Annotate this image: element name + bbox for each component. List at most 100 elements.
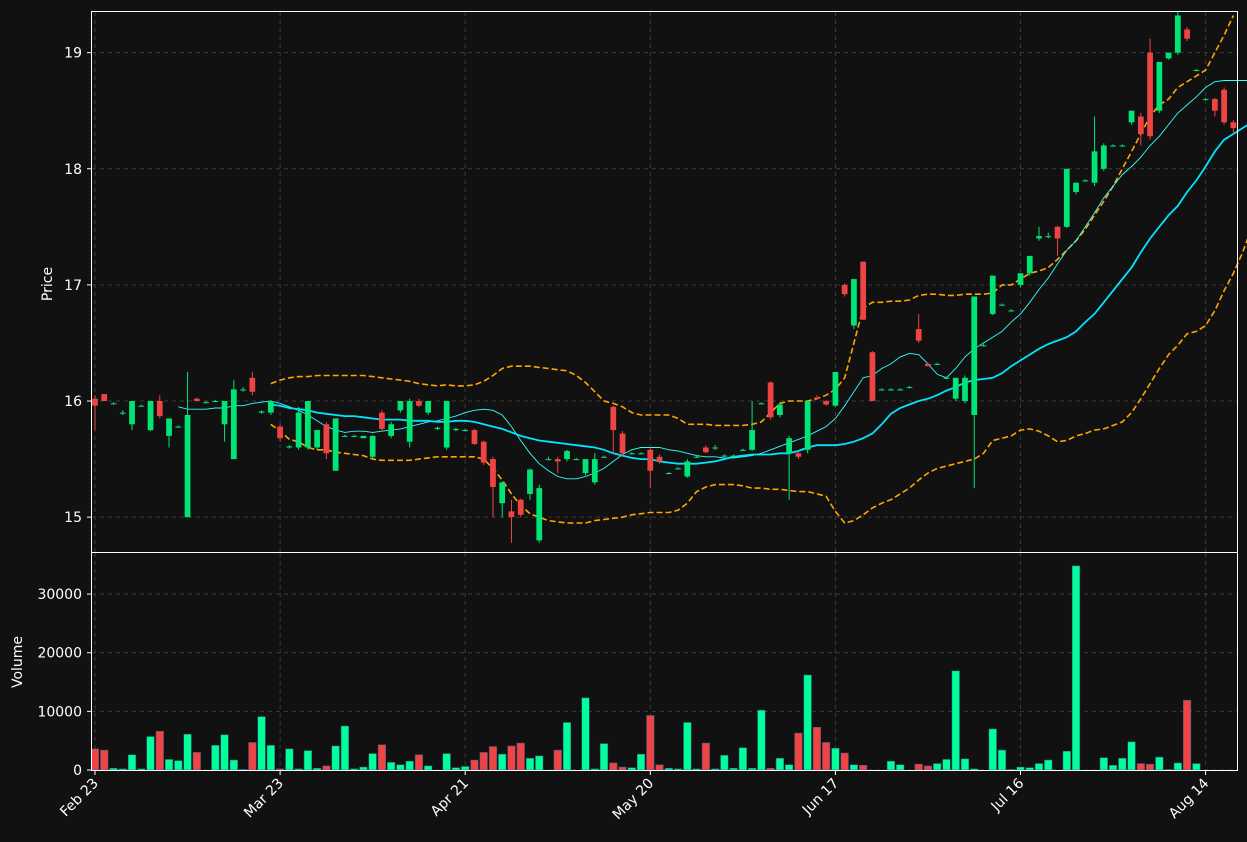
candlestick [814,395,820,400]
candlestick [971,296,978,489]
volume-bar [340,725,349,771]
volume-tick-label: 30000 [37,587,82,603]
volume-bar [396,764,405,771]
candle-body [906,387,913,389]
candlestick [314,430,320,450]
candlestick [462,428,469,432]
volume-bar [507,745,516,771]
volume-bar [1044,759,1053,771]
candle-body [943,377,950,379]
volume-bar [831,748,840,771]
volume-bar [674,768,683,771]
candlestick [823,399,830,406]
volume-bar [581,697,590,771]
candlestick [1184,27,1190,42]
candlestick [647,447,654,489]
volume-bar [1146,763,1155,771]
candle-body [1211,99,1218,111]
volume-bar [498,753,507,771]
candle-body [212,401,219,403]
candle-body [1054,226,1061,239]
candle-body [665,473,672,475]
volume-bar [1034,763,1044,771]
candle-body [517,499,524,515]
candle-body [1045,236,1052,238]
volume-bar [164,759,174,771]
candlestick [1045,232,1052,239]
candlestick [166,418,172,448]
candle-body [1110,145,1116,147]
candle-body [258,411,265,413]
candle-body [462,430,469,432]
candle-body [434,427,441,429]
volume-bar [1007,769,1016,771]
candle-body [249,377,256,392]
candle-body [925,363,931,367]
volume-bar [90,748,100,771]
volume-bar [748,767,757,771]
candlestick [638,452,644,455]
candlestick [888,388,894,391]
volume-bar [1109,765,1118,771]
candle-body [878,389,885,391]
candle-body [471,430,478,444]
candle-body [1073,182,1079,192]
volume-axis-label: Volume [10,636,26,688]
candle-body [656,456,663,462]
volume-bar [442,753,451,771]
candlestick [1036,226,1042,241]
candle-body [601,456,607,458]
volume-bar [766,767,775,771]
candlestick [536,484,543,543]
candlestick [1230,120,1237,134]
candle-body [915,329,922,341]
candlestick [517,498,524,518]
candlestick [397,401,404,413]
volume-bar [1118,758,1127,771]
volume-bar [387,762,396,771]
candlestick [934,362,941,366]
volume-bar [812,726,821,771]
candlestick [221,401,228,442]
candle-body [628,453,635,455]
price-tick-label: 17 [64,278,82,294]
volume-bar [461,766,470,771]
candle-body [980,345,987,347]
candle-body [1017,273,1024,285]
volume-bar [276,768,285,771]
candlestick [1147,38,1153,140]
volume-bar [840,752,849,771]
candlestick [962,375,968,404]
volume-bars [90,565,1201,771]
volume-bar [294,768,303,771]
candlestick [684,459,691,478]
candle-body [1184,29,1190,39]
candle-body [490,459,496,487]
candlestick [1026,255,1033,276]
volume-y-axis: 0 10000 20000 30000 [37,587,92,779]
volume-bar [525,758,535,771]
candlestick [712,445,718,450]
candlestick [999,303,1005,306]
candle-body [971,296,978,415]
candlestick [619,431,626,457]
volume-bar [1136,763,1145,771]
volume-bar [451,767,460,771]
volume-tick-label: 20000 [37,646,82,662]
candle-body [221,401,228,425]
candlestick [795,452,802,460]
volume-bar [359,766,368,771]
candle-body [573,459,580,461]
volume-bar [997,749,1007,771]
candle-body [619,433,626,454]
volume-bar [248,742,257,771]
candlestick [786,435,792,500]
candle-body [777,404,783,415]
candlestick [379,410,385,432]
candlestick [138,404,145,407]
volume-bar [266,745,275,771]
candle-body [693,456,700,458]
candle-body [230,389,237,460]
volume-bar [609,762,618,771]
volume-bar [1192,763,1201,771]
